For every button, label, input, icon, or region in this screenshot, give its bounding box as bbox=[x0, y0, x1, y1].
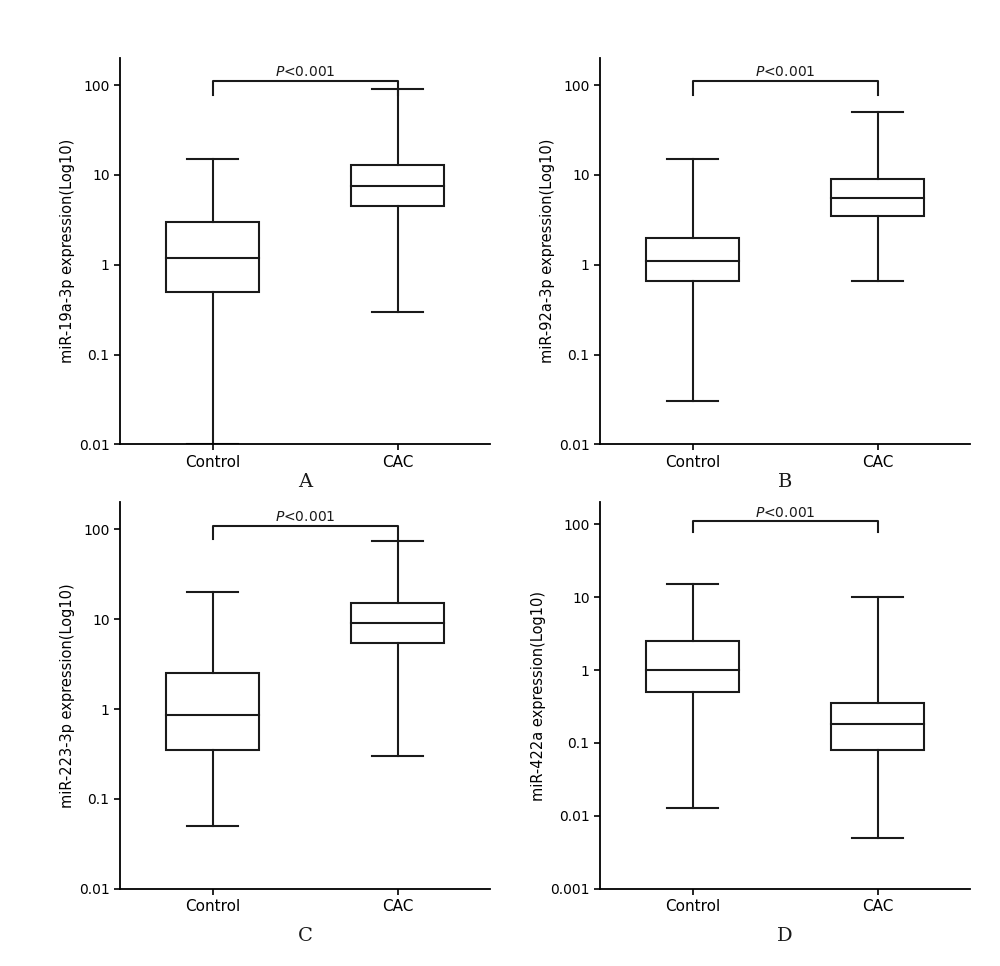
Y-axis label: miR-422a expression(Log10): miR-422a expression(Log10) bbox=[531, 590, 546, 801]
Y-axis label: miR-19a-3p expression(Log10): miR-19a-3p expression(Log10) bbox=[60, 139, 75, 363]
Text: $\it{P}$<0.001: $\it{P}$<0.001 bbox=[755, 66, 815, 79]
Text: A: A bbox=[298, 473, 312, 492]
Text: $\it{P}$<0.001: $\it{P}$<0.001 bbox=[275, 510, 335, 524]
Text: D: D bbox=[777, 927, 793, 946]
Text: $\it{P}$<0.001: $\it{P}$<0.001 bbox=[275, 66, 335, 79]
Y-axis label: miR-92a-3p expression(Log10): miR-92a-3p expression(Log10) bbox=[540, 139, 555, 363]
Text: C: C bbox=[298, 927, 312, 946]
Text: $\it{P}$<0.001: $\it{P}$<0.001 bbox=[755, 505, 815, 520]
Y-axis label: miR-223-3p expression(Log10): miR-223-3p expression(Log10) bbox=[60, 583, 75, 808]
Text: B: B bbox=[778, 473, 792, 492]
